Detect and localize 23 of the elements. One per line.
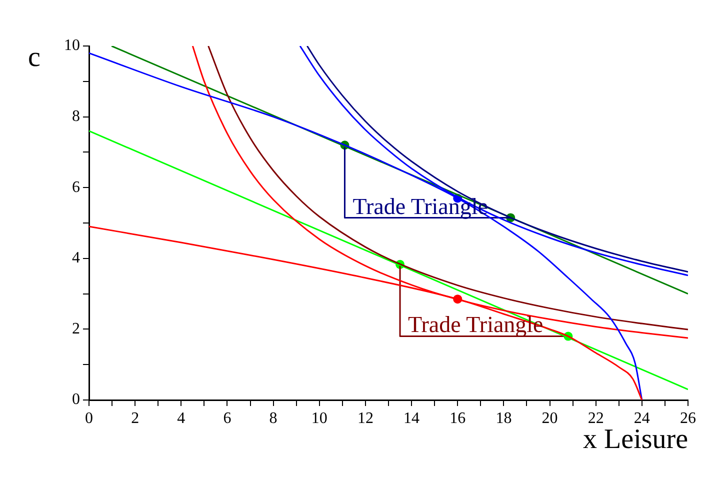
x-tick-label: 14 bbox=[404, 410, 420, 427]
x-tick-label: 16 bbox=[450, 410, 466, 427]
y-tick-label: 2 bbox=[72, 320, 80, 338]
y-tick-label: 8 bbox=[72, 108, 80, 126]
x-tick-label: 24 bbox=[634, 410, 650, 427]
annotation: Trade Triangle bbox=[408, 312, 544, 338]
y-tick-label: 10 bbox=[64, 37, 80, 54]
x-tick-label: 2 bbox=[131, 410, 140, 427]
x-tick-label: 8 bbox=[269, 410, 278, 427]
x-tick-label: 12 bbox=[357, 410, 374, 427]
x-tick-label: 18 bbox=[496, 410, 512, 427]
x-tick-label: 10 bbox=[311, 410, 328, 427]
y-axis-title: c bbox=[28, 42, 40, 73]
x-tick-label: 26 bbox=[680, 410, 696, 427]
x-tick-label: 4 bbox=[177, 410, 186, 427]
y-tick-label: 0 bbox=[72, 391, 80, 408]
x-tick-label: 22 bbox=[588, 410, 604, 427]
x-tick-label: 6 bbox=[223, 410, 232, 427]
y-tick-label: 4 bbox=[72, 250, 80, 267]
y-tick-label: 6 bbox=[72, 178, 80, 196]
x-tick-label: 20 bbox=[542, 410, 558, 427]
x-tick-label: 0 bbox=[85, 410, 93, 427]
x-axis-title: x Leisure bbox=[583, 424, 688, 455]
